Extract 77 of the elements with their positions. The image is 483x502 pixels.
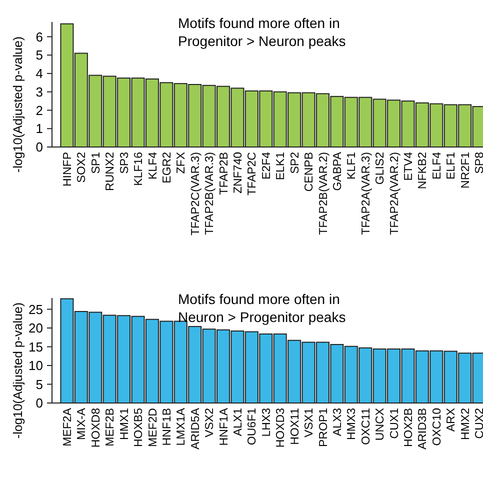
x-tick-label: TFAP2C [246, 152, 259, 196]
x-tick-label: TFAP2A(VAR.3) [360, 152, 372, 235]
x-tick-label: HOXD3 [275, 408, 288, 448]
x-tick-label: VSX2 [204, 408, 216, 438]
x-tick-label: HMX2 [460, 408, 472, 440]
x-tick-label: OXC10 [431, 408, 444, 446]
x-tick-label: ALX3 [332, 408, 344, 436]
x-tick-label: TFAP2B(VAR.3) [204, 152, 216, 235]
x-tick-label: KLF4 [147, 151, 160, 180]
y-tick-label: 25 [28, 302, 43, 317]
x-tick-label: VSX1 [304, 408, 316, 438]
x-tick-label: NR2F1 [460, 152, 472, 188]
x-tick-label: SP8 [474, 152, 483, 174]
y-tick-label: 20 [28, 320, 43, 336]
y-tick-label: 2 [36, 102, 43, 118]
x-tick-label: HOX11 [289, 408, 302, 445]
x-tick-label: MEF2B [104, 408, 117, 446]
x-tick-label: CUX2 [474, 408, 483, 439]
y-axis-title: -log10(Adjusted p-value) [11, 36, 25, 173]
x-tick-label: RUNX2 [104, 152, 117, 191]
x-tick-label: UNCX [374, 408, 387, 441]
y-tick-label: 3 [36, 84, 43, 100]
x-tick-label: OU6F1 [246, 408, 259, 446]
x-tick-label: HMX3 [346, 408, 358, 440]
x-tick-label: OXC11 [360, 408, 372, 445]
x-tick-label: LMX1A [176, 408, 188, 446]
x-tick-label: MEF2A [62, 408, 74, 446]
x-tick-label: HMX1 [118, 408, 131, 440]
x-tick-label: TFAP2B [218, 152, 230, 195]
x-tick-label: SP1 [90, 152, 102, 174]
y-tick-label: 4 [36, 66, 43, 82]
x-tick-label: HNF1A [218, 408, 230, 446]
x-tick-label: SP2 [289, 152, 302, 174]
y-tick-label: 10 [28, 358, 43, 374]
x-tick-label: TFAP2A(VAR.2) [388, 152, 401, 235]
x-tick-label: ZFX [176, 152, 188, 174]
x-tick-label: MIX-A [76, 408, 88, 440]
x-tick-label: NFKB2 [417, 152, 430, 190]
x-tick-label: TFAP2B(VAR.2) [318, 152, 330, 235]
x-tick-label: CENPB [304, 152, 316, 192]
x-tick-label: GABPA [332, 152, 344, 191]
y-tick-label: 6 [36, 29, 43, 44]
x-tick-label: E2F4 [260, 151, 273, 180]
x-tick-label: ELF1 [446, 152, 458, 180]
x-tick-label: HOXB5 [133, 408, 146, 447]
y-tick-label: 0 [36, 140, 43, 155]
x-tick-label: ZNF740 [232, 152, 244, 194]
x-tick-label: KLF16 [133, 152, 146, 186]
x-tick-label: ELF4 [431, 151, 444, 180]
x-tick-label: HINFP [62, 152, 74, 186]
x-tick-label: SP3 [118, 152, 131, 174]
chart-title: Motifs found more often in Progenitor > Neuron peaks [178, 15, 346, 49]
y-tick-label: 5 [36, 48, 43, 63]
x-tick-label: HNF1B [161, 408, 174, 446]
x-tick-label: CUX1 [388, 408, 401, 439]
x-tick-label: SOX2 [76, 152, 88, 183]
chart-title: Motifs found more often in Neuron > Progenitor peaks [178, 291, 346, 325]
y-tick-label: 0 [36, 396, 43, 411]
x-tick-label: TFAP2C(VAR.3) [190, 152, 202, 236]
x-tick-label: HOXD8 [90, 408, 102, 448]
x-tick-label: EGR2 [161, 152, 174, 184]
x-tick-label: ALX1 [232, 408, 244, 436]
x-tick-label: ELK1 [275, 152, 288, 180]
x-tick-label: PROP1 [318, 408, 330, 447]
y-tick-label: 5 [36, 376, 43, 392]
x-tick-label: ARID3B [417, 408, 430, 450]
x-tick-label: GLIS2 [374, 152, 387, 185]
x-tick-label: LHX3 [260, 408, 273, 437]
y-axis-title: -log10(Adjusted p-value) [11, 302, 25, 439]
x-tick-label: MEF2D [147, 408, 160, 447]
y-tick-label: 15 [28, 339, 43, 354]
x-tick-label: HOX2B [403, 408, 416, 447]
x-tick-label: KLF1 [346, 152, 358, 180]
x-tick-label: ARX [446, 408, 458, 432]
x-tick-label: ARID5A [190, 408, 202, 450]
x-tick-label: ETV4 [403, 151, 416, 181]
y-tick-label: 1 [36, 121, 43, 136]
